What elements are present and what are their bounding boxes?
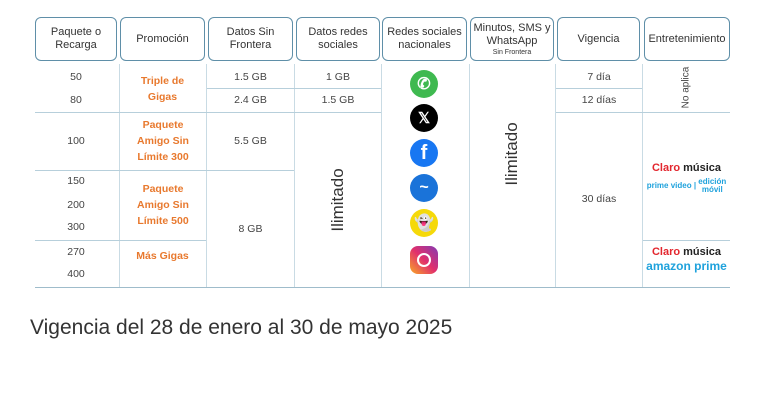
datos-sf-value: 2.4 GB (234, 94, 267, 106)
instagram-icon (410, 246, 438, 274)
header-paquete: Paquete o Recarga (35, 17, 117, 61)
divider (119, 64, 120, 287)
prime-video-label: prime video (646, 181, 692, 191)
divider (35, 240, 206, 241)
divider (35, 112, 381, 113)
facebook-icon: f (410, 139, 438, 167)
datos-sf-value: 5.5 GB (234, 135, 267, 147)
header-minutos: Minutos, SMS y WhatsApp Sin Frontera (470, 17, 554, 61)
claro-label: Claro (651, 162, 681, 174)
datos-sf-value: 8 GB (238, 223, 263, 235)
divider (207, 88, 381, 89)
header-label: Redes sociales nacionales (387, 26, 462, 51)
messenger-icon: ~ (410, 174, 438, 202)
minutos-ilimitado: Ilimitado (502, 122, 521, 186)
divider (555, 64, 556, 287)
header-redes: Redes sociales nacionales (382, 17, 467, 61)
claro-label: Claro (651, 246, 681, 258)
header-label: Minutos, SMS y WhatsApp (473, 21, 551, 47)
amazon-prime-logo: amazon prime (646, 259, 727, 273)
promo-triple-gigas: Triple de Gigas (140, 75, 185, 103)
divider (556, 88, 642, 89)
paquete-value: 200 (67, 199, 85, 211)
divider (556, 112, 730, 113)
vigencia-value: 7 día (587, 71, 611, 83)
x-icon: 𝕏 (410, 104, 438, 132)
divider (35, 287, 730, 288)
paquete-value: 50 (70, 71, 82, 83)
no-aplica: No aplica (680, 66, 692, 109)
header-label: Promoción (136, 32, 189, 45)
vigencia-footer: Vigencia del 28 de enero al 30 de mayo 2… (30, 316, 453, 339)
claro-musica-logo: Claro música (643, 162, 730, 174)
divider (642, 64, 643, 287)
promo-mas-gigas: Más Gigas (136, 250, 189, 262)
divider (469, 64, 470, 287)
promo-amigo-300: Paquete Amigo Sin Límite 300 (137, 119, 189, 163)
paquete-value: 400 (67, 268, 85, 280)
vigencia-value: 30 días (581, 193, 617, 205)
divider (206, 64, 207, 287)
snapchat-icon: 👻 (410, 209, 438, 237)
prime-video-logo: prime video | edición móvil (646, 177, 727, 194)
header-vigencia: Vigencia (557, 17, 640, 61)
divider (381, 64, 382, 287)
header-sublabel: Sin Frontera (492, 48, 532, 56)
musica-label: música (683, 162, 722, 174)
header-promocion: Promoción (120, 17, 205, 61)
datos-rs-value: 1.5 GB (321, 94, 355, 106)
header-label: Entretenimiento (648, 32, 726, 45)
whatsapp-icon: ✆ (410, 70, 438, 98)
promo-amigo-500: Paquete Amigo Sin Límite 500 (137, 183, 189, 227)
datos-rs-value: 1 GB (326, 71, 350, 83)
divider (294, 64, 295, 287)
header-label: Datos Sin Frontera (226, 26, 275, 51)
datos-rs-ilimitado: Ilimitado (328, 168, 347, 232)
header-datos-rs: Datos redes sociales (296, 17, 380, 61)
paquete-value: 270 (67, 246, 85, 258)
divider (643, 240, 730, 241)
paquete-value: 300 (67, 221, 85, 233)
paquete-value: 100 (67, 135, 85, 147)
paquete-value: 80 (70, 94, 82, 106)
header-label: Paquete o Recarga (50, 26, 102, 51)
header-entretenimiento: Entretenimiento (644, 17, 730, 61)
edicion-movil-label: edición móvil (698, 177, 727, 194)
musica-label: música (683, 246, 722, 258)
divider (35, 170, 294, 171)
claro-musica-logo: Claro música (643, 246, 730, 258)
header-label: Vigencia (577, 32, 620, 45)
paquete-value: 150 (67, 175, 85, 187)
vigencia-value: 12 días (581, 94, 617, 106)
header-datos-sf: Datos Sin Frontera (208, 17, 293, 61)
header-label: Datos redes sociales (308, 26, 368, 51)
datos-sf-value: 1.5 GB (234, 71, 267, 83)
